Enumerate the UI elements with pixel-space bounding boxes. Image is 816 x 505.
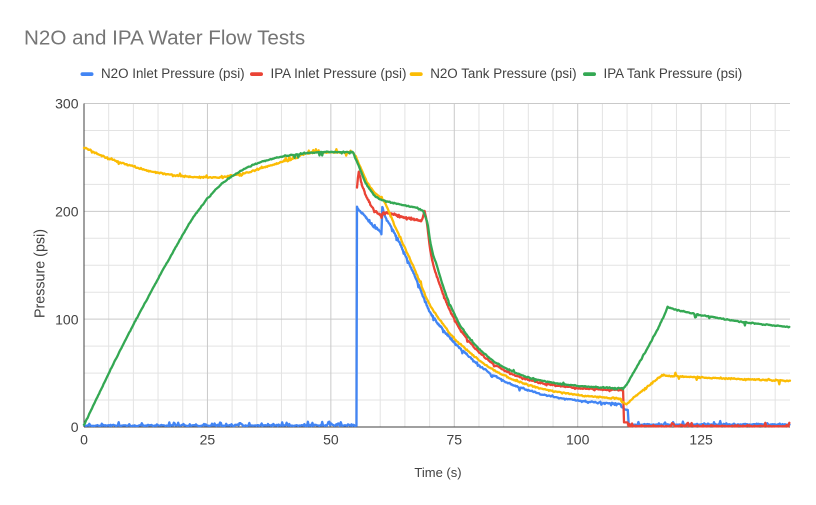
svg-text:50: 50 xyxy=(323,432,339,448)
svg-text:N2O Tank Pressure (psi): N2O Tank Pressure (psi) xyxy=(430,66,576,81)
svg-text:200: 200 xyxy=(55,203,79,219)
svg-text:IPA Tank Pressure (psi): IPA Tank Pressure (psi) xyxy=(604,66,743,81)
svg-text:Time (s): Time (s) xyxy=(414,465,461,480)
svg-text:N2O and IPA Water Flow Tests: N2O and IPA Water Flow Tests xyxy=(24,27,305,50)
svg-text:N2O Inlet Pressure (psi): N2O Inlet Pressure (psi) xyxy=(101,66,245,81)
svg-text:Pressure (psi): Pressure (psi) xyxy=(33,229,49,318)
svg-text:75: 75 xyxy=(447,432,463,448)
svg-text:100: 100 xyxy=(55,311,79,327)
svg-text:0: 0 xyxy=(71,419,79,435)
svg-text:0: 0 xyxy=(80,432,88,448)
svg-text:100: 100 xyxy=(566,432,590,448)
svg-text:IPA Inlet Pressure (psi): IPA Inlet Pressure (psi) xyxy=(271,66,407,81)
svg-text:125: 125 xyxy=(689,432,713,448)
svg-text:25: 25 xyxy=(200,432,216,448)
svg-text:300: 300 xyxy=(55,96,79,112)
